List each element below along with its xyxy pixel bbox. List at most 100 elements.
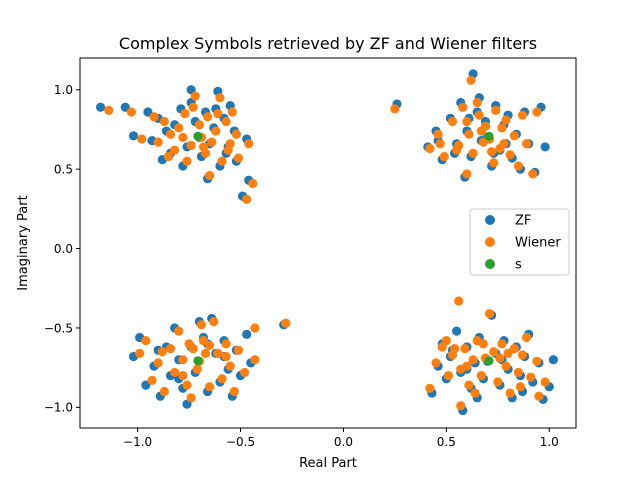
point-wiener [178,371,188,381]
chart-title: Complex Symbols retrieved by ZF and Wien… [119,34,537,53]
point-wiener [200,348,211,358]
point-wiener [478,339,488,349]
point-wiener [213,348,223,358]
point-wiener [449,344,460,354]
point-wiener [149,112,159,122]
point-wiener [233,153,244,163]
point-wiener [159,116,169,127]
point-wiener [474,110,484,120]
point-wiener [522,139,532,149]
point-wiener [174,326,184,336]
point-wiener [513,367,523,378]
point-wiener [487,147,497,157]
point-zf [540,142,550,152]
y-axis-ticks: −1.0 −0.5 0.0 0.5 1.0 [44,83,80,415]
point-wiener [443,371,453,381]
x-axis-ticks: −1.0 −0.5 0.0 0.5 1.0 [123,428,559,449]
point-wiener [248,178,258,189]
point-wiener [147,375,157,385]
point-zf [242,329,252,339]
point-wiener [217,374,227,384]
point-wiener [184,339,194,349]
point-wiener [489,158,499,168]
point-wiener [447,116,458,127]
point-s [484,131,494,141]
point-wiener [182,156,192,166]
point-wiener [505,150,515,160]
point-wiener [153,358,163,368]
point-wiener [515,382,526,392]
point-wiener [476,126,486,136]
legend-marker-s [485,259,495,269]
point-wiener [198,142,209,152]
legend-label-zf: ZF [515,214,531,229]
point-s [193,356,203,366]
point-wiener [250,355,260,365]
point-wiener [503,348,513,358]
point-wiener [505,388,515,398]
y-tick-label: 0.0 [54,242,73,256]
point-wiener [476,371,486,381]
point-wiener [209,317,219,327]
point-wiener [489,347,499,357]
point-wiener [221,116,231,127]
point-wiener [472,97,482,108]
point-wiener [532,107,542,117]
point-wiener [460,344,470,354]
point-wiener [509,131,519,141]
point-wiener [425,143,435,154]
x-tick-label: 1.0 [540,435,559,449]
legend-label-s: s [515,258,522,273]
point-wiener [281,318,291,328]
point-wiener [493,377,503,387]
point-wiener [141,336,151,346]
point-s [193,131,203,141]
point-wiener [534,391,544,401]
x-tick-label: −1.0 [123,435,152,449]
legend-label-wiener: Wiener [515,236,561,251]
y-tick-label: −1.0 [44,401,73,415]
point-wiener [211,126,221,136]
legend-marker-zf [485,215,495,225]
point-wiener [242,194,252,204]
point-wiener [196,320,207,330]
point-wiener [170,145,180,155]
point-wiener [126,107,137,117]
point-wiener [223,145,233,155]
point-wiener [178,132,188,142]
point-wiener [540,377,550,387]
point-wiener [186,393,196,403]
point-wiener [517,350,528,360]
point-wiener [528,169,538,179]
point-wiener [522,332,532,343]
point-wiener [439,151,449,162]
point-wiener [244,139,254,149]
point-wiener [495,353,505,363]
point-wiener [250,323,260,333]
point-wiener [390,104,400,114]
point-wiener [468,148,478,158]
point-wiener [466,75,476,85]
point-wiener [205,382,215,392]
point-wiener [215,93,225,103]
point-wiener [159,386,169,397]
point-zf [452,326,462,336]
y-tick-label: 1.0 [54,83,73,97]
point-wiener [484,309,495,319]
point-wiener [491,105,501,115]
y-axis-label: Imaginary Part [16,195,31,290]
point-wiener [501,115,511,125]
point-wiener [470,388,480,398]
point-wiener [425,383,435,393]
point-wiener [153,137,163,147]
point-wiener [221,339,231,349]
point-wiener [194,120,204,130]
point-wiener [441,336,451,346]
point-wiener [188,102,198,112]
point-wiener [104,105,114,115]
point-wiener [435,139,445,149]
point-s [484,356,494,366]
point-wiener [207,137,217,147]
point-wiener [180,108,190,119]
